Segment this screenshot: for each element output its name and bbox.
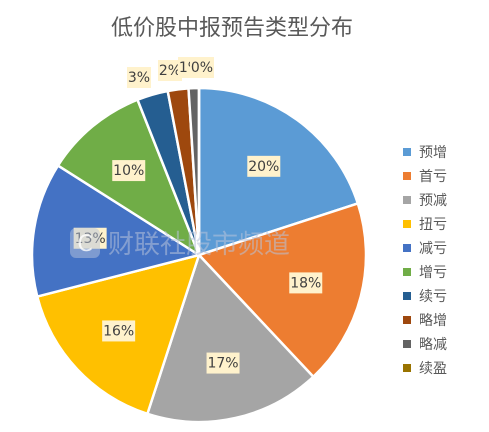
data-label-text-7: 3% <box>128 70 150 86</box>
legend-item-4: 扭亏 <box>403 217 447 233</box>
pie-slice-5 <box>30 164 201 298</box>
legend-label-3: 预减 <box>419 193 447 209</box>
legend-swatch-2 <box>403 172 411 180</box>
data-label-text-3: 17% <box>207 356 238 372</box>
legend-label-1: 预增 <box>419 145 447 161</box>
data-label-bg-4 <box>102 320 136 342</box>
watermark-logo-icon <box>70 228 100 258</box>
legend-item-1: 预增 <box>403 145 447 161</box>
data-label-text-1: 20% <box>248 159 279 175</box>
data-label-bg-10 <box>190 57 214 78</box>
data-label-3: 17% <box>206 352 240 374</box>
data-label-bg-3 <box>206 352 240 374</box>
data-label-text-4: 16% <box>103 323 134 339</box>
legend-label-2: 首亏 <box>419 169 447 185</box>
legend-swatch-6 <box>403 268 411 276</box>
legend-swatch-9 <box>403 340 411 348</box>
legend-swatch-8 <box>403 316 411 324</box>
pie-slice-3 <box>146 253 315 424</box>
watermark-logo-letter: C <box>77 232 92 257</box>
data-label-4: 16% <box>102 320 136 342</box>
data-label-text-8: 2% <box>159 63 181 79</box>
legend-item-9: 略减 <box>403 337 447 353</box>
data-label-text-2: 18% <box>290 275 321 291</box>
legend-item-5: 减亏 <box>403 241 447 257</box>
data-label-bg-7 <box>127 67 151 88</box>
legend-item-8: 略增 <box>403 313 447 329</box>
legend-swatch-10 <box>403 364 411 372</box>
data-label-6: 10% <box>112 160 146 182</box>
legend-swatch-4 <box>403 220 411 228</box>
pie-data-labels: 20%18%17%16%13%10%3%2%1%0% <box>73 57 323 374</box>
legend-label-6: 增亏 <box>419 265 447 281</box>
legend-swatch-7 <box>403 292 411 300</box>
legend-swatch-3 <box>403 196 411 204</box>
legend-item-6: 增亏 <box>403 265 447 281</box>
legend-label-10: 续盈 <box>419 360 447 377</box>
data-label-bg-8 <box>158 60 182 81</box>
data-label-bg-2 <box>289 272 323 294</box>
data-label-7: 3% <box>127 67 151 88</box>
watermark: C 财联社股市频道 <box>70 228 290 260</box>
pie-slices <box>30 86 368 424</box>
legend-swatch-1 <box>403 148 411 156</box>
data-label-2: 18% <box>289 272 323 294</box>
legend-item-7: 续亏 <box>403 288 447 305</box>
legend-swatch-5 <box>403 244 411 252</box>
legend-label-5: 减亏 <box>419 241 447 257</box>
data-label-8: 2% <box>158 60 182 81</box>
legend-label-7: 续亏 <box>419 288 447 305</box>
data-label-text-10: 0% <box>191 60 213 76</box>
data-label-1: 20% <box>247 155 281 177</box>
pie-slice-2 <box>197 202 368 378</box>
legend-item-2: 首亏 <box>403 169 447 185</box>
legend-item-10: 续盈 <box>403 360 447 377</box>
data-label-bg-1 <box>247 155 281 177</box>
legend-label-8: 略增 <box>419 313 447 329</box>
legend-label-4: 扭亏 <box>419 217 447 233</box>
legend-label-9: 略减 <box>419 337 447 353</box>
data-label-bg-6 <box>112 160 146 182</box>
data-label-10: 0% <box>190 57 214 78</box>
data-label-text-6: 10% <box>113 163 144 179</box>
chart-title: 低价股中报预告类型分布 <box>111 16 353 41</box>
legend-item-3: 预减 <box>403 193 447 209</box>
watermark-text: 财联社股市频道 <box>108 230 290 260</box>
